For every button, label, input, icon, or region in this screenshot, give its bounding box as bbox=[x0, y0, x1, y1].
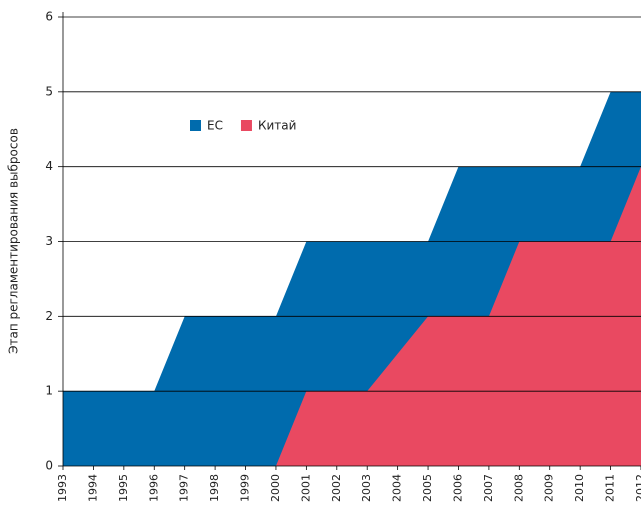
legend-label: Китай bbox=[258, 119, 296, 133]
legend-label: ЕС bbox=[207, 119, 223, 133]
x-tick-label: 1998 bbox=[208, 474, 221, 502]
y-tick-label: 5 bbox=[45, 84, 53, 98]
x-tick-label: 2002 bbox=[330, 474, 343, 502]
x-tick-label: 1993 bbox=[56, 474, 69, 502]
x-tick-label: 2009 bbox=[543, 474, 556, 502]
x-tick-label: 2012 bbox=[634, 474, 641, 502]
x-tick-label: 2001 bbox=[299, 474, 312, 502]
y-tick-label: 0 bbox=[45, 459, 53, 473]
x-tick-label: 2010 bbox=[573, 474, 586, 502]
x-tick-label: 1996 bbox=[147, 474, 160, 502]
x-tick-label: 2005 bbox=[421, 474, 434, 502]
y-tick-label: 6 bbox=[45, 10, 53, 24]
x-tick-label: 2011 bbox=[604, 474, 617, 502]
x-tick-label: 2008 bbox=[512, 474, 525, 502]
x-tick-label: 1995 bbox=[117, 474, 130, 502]
x-tick-label: 2000 bbox=[269, 474, 282, 502]
legend-swatch bbox=[190, 120, 201, 131]
y-axis-label: Этап регламентирования выбросов bbox=[7, 128, 21, 354]
x-tick-label: 1999 bbox=[239, 474, 252, 502]
x-tick-label: 2003 bbox=[360, 474, 373, 502]
x-tick-label: 2006 bbox=[451, 474, 464, 502]
x-tick-label: 2007 bbox=[482, 474, 495, 502]
y-tick-label: 3 bbox=[45, 234, 53, 248]
y-tick-label: 1 bbox=[45, 384, 53, 398]
x-tick-label: 1994 bbox=[86, 474, 99, 502]
legend-swatch bbox=[240, 120, 252, 131]
x-tick-label: 2004 bbox=[391, 474, 404, 502]
y-tick-label: 2 bbox=[45, 309, 53, 323]
y-tick-label: 4 bbox=[45, 159, 53, 173]
x-tick-label: 1997 bbox=[178, 474, 191, 502]
